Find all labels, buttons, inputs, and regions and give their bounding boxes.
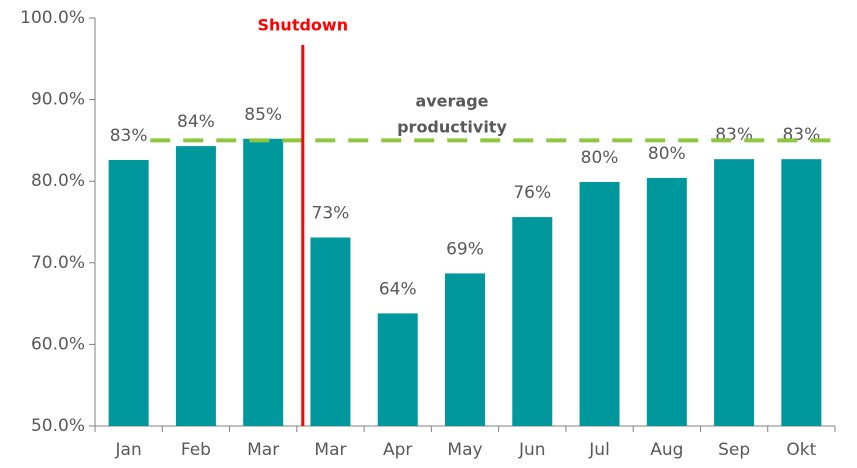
value-label: 80%: [648, 144, 686, 164]
y-tick-label: 60.0%: [31, 334, 85, 354]
value-label: 80%: [581, 148, 619, 168]
x-tick-label: Jul: [588, 440, 610, 460]
bar: [579, 182, 620, 426]
x-tick-label: Feb: [181, 440, 211, 460]
x-tick-label: Okt: [786, 440, 816, 460]
value-label: 76%: [513, 183, 551, 203]
x-tick-label: Mar: [247, 440, 279, 460]
x-tick-label: Jun: [518, 440, 546, 460]
bar: [445, 273, 485, 426]
y-tick-label: 70.0%: [31, 253, 85, 273]
x-tick-label: Jan: [115, 440, 142, 460]
x-tick-label: Apr: [383, 440, 412, 460]
bar: [781, 159, 822, 426]
y-tick-label: 100.0%: [20, 8, 85, 28]
value-label: 84%: [177, 112, 215, 132]
value-label: 85%: [244, 105, 282, 125]
bar: [175, 146, 216, 426]
x-tick-label: Mar: [314, 440, 346, 460]
y-tick-label: 80.0%: [31, 171, 85, 191]
shutdown-label: Shutdown: [258, 16, 349, 35]
bar: [377, 313, 418, 426]
bar: [310, 237, 351, 426]
y-tick-label: 90.0%: [31, 90, 85, 110]
value-label: 73%: [312, 204, 350, 224]
bar: [512, 217, 553, 426]
x-tick-label: Aug: [650, 440, 683, 460]
average-label: productivity: [397, 118, 507, 137]
bar: [646, 177, 687, 426]
x-tick-label: May: [447, 440, 482, 460]
bar: [108, 159, 149, 426]
value-label: 69%: [446, 239, 484, 259]
bar: [243, 138, 284, 426]
bar: [714, 159, 755, 426]
value-label: 83%: [110, 126, 148, 146]
average-label: average: [415, 92, 488, 111]
y-tick-label: 50.0%: [31, 416, 85, 436]
x-tick-label: Sep: [718, 440, 750, 460]
value-label: 64%: [379, 279, 417, 299]
